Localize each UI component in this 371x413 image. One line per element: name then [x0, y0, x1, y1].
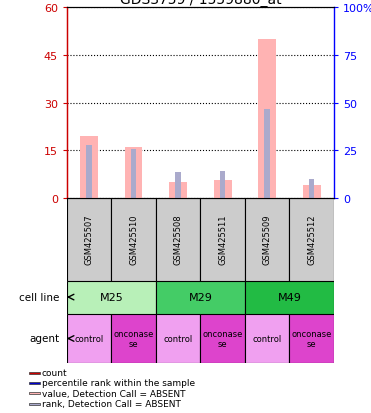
Bar: [265, 109, 270, 198]
Text: control: control: [253, 334, 282, 343]
Bar: [67, 198, 111, 281]
Text: GSM425512: GSM425512: [307, 214, 316, 265]
Bar: [156, 314, 200, 363]
Bar: [214, 181, 232, 198]
Text: GSM425510: GSM425510: [129, 214, 138, 265]
Bar: [156, 198, 200, 281]
Text: percentile rank within the sample: percentile rank within the sample: [42, 379, 195, 387]
Text: agent: agent: [29, 334, 59, 344]
Text: rank, Detection Call = ABSENT: rank, Detection Call = ABSENT: [42, 399, 181, 408]
Bar: [156, 281, 245, 314]
Bar: [86, 146, 92, 198]
Bar: [29, 382, 40, 384]
Text: GSM425507: GSM425507: [85, 214, 93, 265]
Bar: [111, 198, 156, 281]
Bar: [309, 179, 314, 198]
Bar: [258, 40, 276, 198]
Bar: [29, 392, 40, 394]
Bar: [67, 281, 156, 314]
Bar: [131, 149, 136, 198]
Text: onconase
se: onconase se: [292, 329, 332, 348]
Text: M29: M29: [188, 292, 212, 302]
Bar: [29, 372, 40, 374]
Bar: [175, 173, 181, 198]
Bar: [245, 198, 289, 281]
Bar: [169, 183, 187, 198]
Bar: [80, 136, 98, 198]
Bar: [245, 281, 334, 314]
Text: value, Detection Call = ABSENT: value, Detection Call = ABSENT: [42, 389, 185, 398]
Text: onconase
se: onconase se: [203, 329, 243, 348]
Bar: [289, 314, 334, 363]
Text: cell line: cell line: [19, 292, 59, 302]
Bar: [200, 198, 245, 281]
Text: count: count: [42, 368, 68, 377]
Bar: [200, 314, 245, 363]
Text: M49: M49: [278, 292, 301, 302]
Text: GSM425508: GSM425508: [174, 214, 183, 265]
Bar: [125, 147, 142, 198]
Bar: [245, 314, 289, 363]
Bar: [29, 403, 40, 405]
Bar: [111, 314, 156, 363]
Text: M25: M25: [99, 292, 123, 302]
Text: control: control: [75, 334, 104, 343]
Bar: [220, 171, 225, 198]
Bar: [67, 314, 111, 363]
Bar: [289, 198, 334, 281]
Text: GSM425511: GSM425511: [218, 214, 227, 265]
Text: GSM425509: GSM425509: [263, 214, 272, 265]
Title: GDS3759 / 1559880_at: GDS3759 / 1559880_at: [119, 0, 281, 7]
Bar: [303, 185, 321, 198]
Text: onconase
se: onconase se: [114, 329, 154, 348]
Text: control: control: [164, 334, 193, 343]
